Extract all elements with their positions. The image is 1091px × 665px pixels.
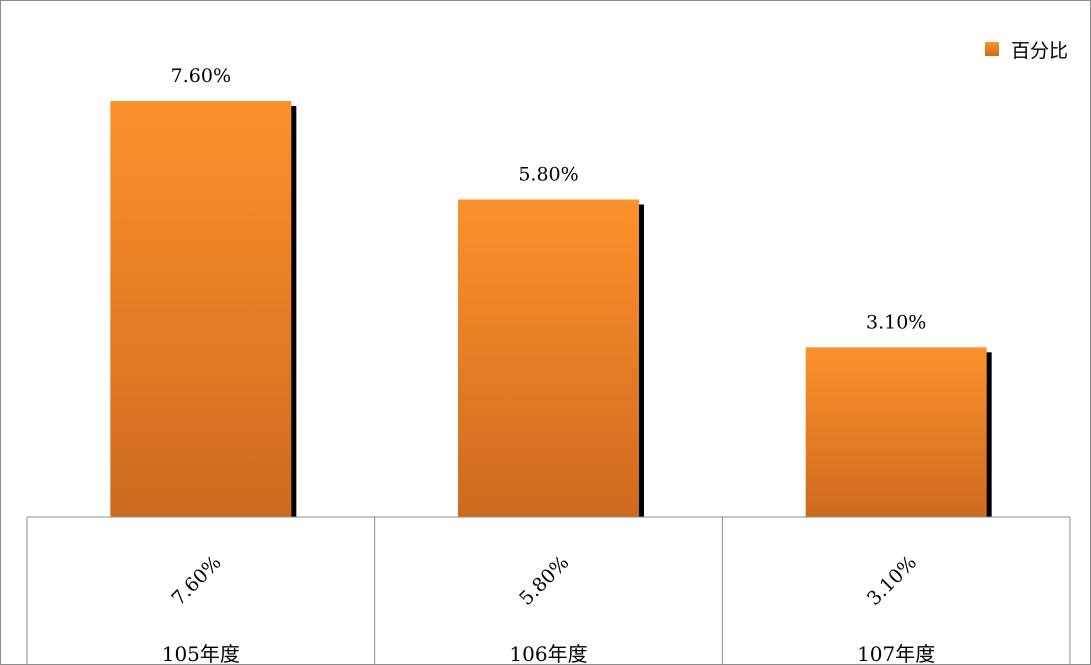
bar — [110, 100, 292, 517]
data-label: 3.10% — [866, 311, 926, 333]
bar — [458, 199, 639, 517]
category-label: 107年度 — [857, 642, 935, 665]
data-labels-layer: 7.60% 5.80% 3.10% — [171, 65, 927, 333]
bar — [805, 347, 987, 517]
bars-layer — [110, 100, 992, 517]
legend: 百分比 — [985, 40, 1068, 62]
data-table: 7.60% 105年度 5.80% 106年度 3.10% 107年度 — [26, 516, 1071, 665]
legend-label: 百分比 — [1011, 40, 1068, 62]
table-value-label: 3.10% — [863, 552, 921, 610]
category-label: 106年度 — [509, 642, 587, 665]
table-value-label: 5.80% — [515, 552, 573, 610]
category-label: 105年度 — [162, 642, 240, 665]
data-label: 7.60% — [171, 65, 231, 87]
legend-swatch — [985, 42, 999, 56]
data-label: 5.80% — [518, 164, 578, 186]
table-value-label: 7.60% — [167, 552, 225, 610]
